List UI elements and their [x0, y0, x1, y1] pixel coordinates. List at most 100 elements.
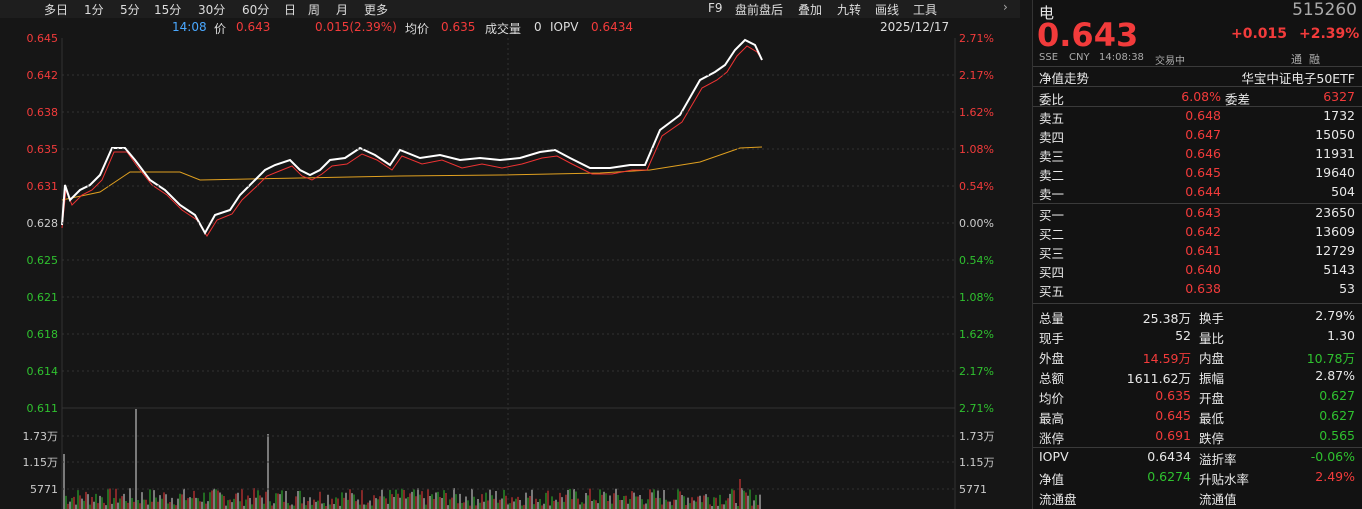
price-tick-label: 0.635: [27, 143, 59, 156]
price-line: [61, 38, 763, 236]
period-button[interactable]: 15分: [154, 3, 182, 17]
stat-label: 量比: [1199, 331, 1225, 346]
period-button[interactable]: 周: [308, 3, 321, 17]
fund-name: 华宝中证电子50ETF: [1241, 71, 1355, 86]
code: 515260: [1292, 0, 1357, 20]
pct-tick-label: 1.08%: [959, 143, 994, 156]
stat-value: 0.691: [1155, 428, 1191, 443]
label: 价: [214, 22, 227, 36]
grid: [61, 38, 956, 509]
book-label: 买二: [1039, 227, 1065, 242]
stat-value: 1611.62万: [1126, 371, 1191, 386]
period-button[interactable]: 日: [284, 3, 297, 17]
period-button[interactable]: 30分: [198, 3, 226, 17]
book-price: 0.643: [1185, 205, 1221, 220]
stat-label: 内盘: [1199, 351, 1225, 366]
stat-value: 1.30: [1327, 328, 1355, 343]
volume-tick-label: 1.73万: [959, 430, 995, 443]
book-label: 卖四: [1039, 130, 1065, 145]
book-label: 买五: [1039, 284, 1065, 299]
tool-button[interactable]: 工具: [913, 3, 938, 17]
period-button[interactable]: 5分: [120, 3, 140, 17]
period-button[interactable]: 60分: [242, 3, 270, 17]
tool-button[interactable]: 叠加: [798, 3, 823, 17]
book-price: 0.641: [1185, 243, 1221, 258]
pct-tick-label: 1.08%: [959, 291, 994, 304]
stat-label: 外盘: [1039, 351, 1065, 366]
book-price: 0.648: [1185, 108, 1221, 123]
stat-label: 开盘: [1199, 391, 1225, 406]
stat-value: 10.78万: [1306, 351, 1355, 366]
period-button[interactable]: 更多: [364, 3, 389, 17]
nav-tab[interactable]: 净值走势: [1039, 71, 1090, 86]
volume-tick-label: 1.15万: [23, 456, 59, 469]
tag: 融: [1309, 53, 1320, 66]
pct-tick-label: 2.17%: [959, 69, 994, 82]
date: 2025/12/17: [880, 20, 950, 34]
volume-tick-label: 5771: [959, 483, 987, 496]
book-price: 0.646: [1185, 146, 1221, 161]
label: 委差: [1225, 92, 1251, 107]
pct-tick-label: 0.00%: [959, 217, 994, 230]
value: 6.08%: [1181, 89, 1221, 104]
iopv-line: [61, 45, 763, 237]
price-tick-label: 0.631: [27, 180, 59, 193]
tool-button[interactable]: F9: [708, 1, 723, 15]
toolbar: 多日 1分 5分 15分 30分 60分日周 月 更多 F9 盘前盘后 叠加 九转 画线 工具 ›: [0, 0, 1020, 18]
book-volume: 12729: [1315, 243, 1355, 258]
book-volume: 5143: [1323, 262, 1355, 277]
stat-value: 2.49%: [1315, 469, 1355, 484]
volume-tick-label: 5771: [30, 483, 58, 496]
stat-label: 跌停: [1199, 431, 1225, 446]
stat-label: 总额: [1039, 371, 1065, 386]
volume-tick-label: 1.15万: [959, 456, 995, 469]
value: 6327: [1323, 89, 1355, 104]
status: 交易中: [1155, 56, 1185, 67]
stat-label: 最高: [1039, 411, 1065, 426]
book-volume: 53: [1339, 281, 1355, 296]
price-tick-label: 0.621: [27, 291, 59, 304]
pct-tick-label: 1.62%: [959, 106, 994, 119]
volume-bars: [63, 409, 761, 509]
price-tick-label: 0.638: [27, 106, 59, 119]
big-price: 0.643: [1037, 16, 1139, 54]
time: 14:08:38: [1099, 52, 1144, 63]
price-tick-label: 0.642: [27, 69, 59, 82]
stat-value: -0.06%: [1310, 449, 1355, 464]
price-tick-label: 0.614: [27, 365, 59, 378]
price-tick-label: 0.645: [27, 32, 59, 45]
price-tick-label: 0.618: [27, 328, 59, 341]
tool-button[interactable]: 九转: [837, 3, 862, 17]
book-volume: 13609: [1315, 224, 1355, 239]
time: 14:08: [172, 20, 207, 34]
book-label: 卖三: [1039, 149, 1065, 164]
stat-value: 25.38万: [1142, 311, 1191, 326]
currency: CNY: [1069, 52, 1090, 63]
book-label: 卖一: [1039, 187, 1065, 202]
stat-value: 2.87%: [1315, 368, 1355, 383]
quote-panel: 电 515260 0.643 +0.015 +2.39% SSE CNY 14:…: [1032, 0, 1362, 509]
price-tick-label: 0.628: [27, 217, 59, 230]
label: IOPV: [550, 20, 579, 34]
stat-value: 0.6274: [1147, 469, 1191, 484]
pct-tick-label: 2.71%: [959, 32, 994, 45]
book-volume: 15050: [1315, 127, 1355, 142]
tag: 通: [1291, 53, 1302, 66]
period-button[interactable]: 1分: [84, 3, 104, 17]
stat-label: 均价: [1039, 391, 1065, 406]
pct-tick-label: 2.71%: [959, 402, 994, 415]
name: 电: [1039, 4, 1055, 22]
book-volume: 504: [1331, 184, 1355, 199]
stat-label: 净值: [1039, 472, 1065, 487]
stat-label: 升贴水率: [1199, 472, 1250, 487]
period-button[interactable]: 多日: [44, 3, 69, 17]
stat-label: 溢折率: [1199, 452, 1237, 467]
info-bar: 14:08 价 0.643 0.015(2.39%) 均价 0.635 成交量 …: [0, 18, 1020, 38]
period-button[interactable]: 月: [336, 3, 349, 17]
volume: 0: [534, 20, 542, 34]
nav-arrow[interactable]: ›: [1003, 0, 1008, 14]
stat-label: 流通盘: [1039, 492, 1077, 507]
tool-button[interactable]: 画线: [875, 3, 900, 17]
label: 委比: [1039, 92, 1065, 107]
tool-button[interactable]: 盘前盘后: [735, 3, 784, 17]
